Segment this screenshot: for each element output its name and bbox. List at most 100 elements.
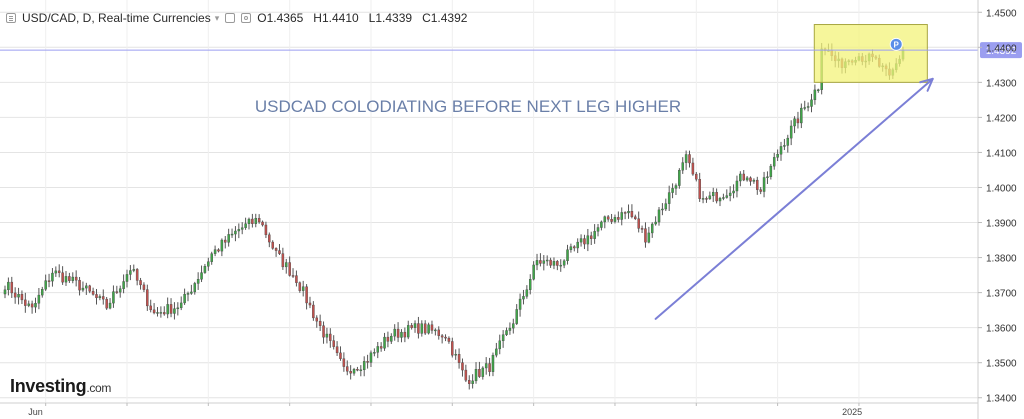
candle-down [332, 340, 335, 347]
candle-up [566, 249, 569, 262]
candle-down [342, 358, 346, 367]
candle-down [549, 259, 552, 266]
candle-down [396, 328, 400, 338]
candle-down [278, 250, 281, 254]
candle-down [139, 280, 142, 286]
price-tick-label: 1.3700 [986, 289, 1017, 300]
candle-down [478, 369, 481, 377]
settings-icon[interactable] [225, 13, 236, 23]
ohlc-high: H1.4410 [313, 11, 359, 25]
candle-down [461, 362, 464, 371]
candle-up [376, 346, 380, 353]
candle-down [261, 221, 264, 226]
price-tick-label: 1.3500 [986, 359, 1017, 370]
candle-up [108, 302, 112, 309]
candle-down [589, 235, 593, 239]
candle-up [681, 162, 684, 171]
chevron-down-icon[interactable]: ▾ [214, 12, 220, 23]
candle-up [776, 154, 779, 158]
candle-down [335, 346, 339, 354]
candle-down [759, 189, 762, 192]
menu-icon[interactable] [6, 13, 16, 23]
candle-down [115, 291, 119, 293]
candle-up [803, 107, 806, 109]
candle-up [196, 279, 200, 284]
candle-down [430, 324, 434, 331]
candle-up [708, 195, 712, 199]
candle-up [247, 218, 251, 224]
candle-up [559, 264, 562, 267]
price-axis[interactable]: 1.4500 1.4400 1.4300 1.4200 1.4100 1.4000 1.39… [977, 0, 1017, 419]
candle-up [7, 281, 10, 291]
candle-up [41, 289, 44, 296]
candle-down [291, 275, 295, 277]
candle-down [268, 234, 271, 243]
candle-up [491, 354, 495, 372]
candle-up [125, 274, 129, 282]
candle-down [30, 303, 34, 308]
candle-up [674, 185, 678, 189]
candle-down [329, 333, 332, 341]
candle-up [664, 203, 668, 210]
time-axis[interactable]: Jun 2025 [0, 402, 978, 417]
candle-up [657, 209, 661, 223]
candle-up [207, 261, 210, 267]
candle-down [556, 261, 559, 266]
price-tick-label: 1.4300 [986, 78, 1017, 89]
candle-up [244, 223, 247, 228]
candle-up [576, 241, 579, 249]
candle-down [423, 323, 427, 334]
candles [3, 42, 905, 390]
candle-up [711, 192, 715, 197]
candle-down [742, 173, 745, 181]
candle-down [288, 262, 291, 276]
candle-up [118, 288, 122, 293]
candle-up [779, 146, 783, 155]
chart-header: USD/CAD, D, Real-time Currencies ▾ O1.43… [6, 10, 471, 26]
logo-suffix: .com [86, 381, 112, 395]
candle-up [806, 106, 810, 108]
candle-down [271, 241, 274, 249]
candle-up [179, 302, 183, 309]
candle-down [146, 289, 149, 307]
price-tick-label: 1.3400 [986, 394, 1017, 405]
candle-up [722, 197, 725, 199]
price-tick-label: 1.3800 [986, 254, 1017, 265]
candle-up [132, 269, 136, 271]
candle-up [667, 192, 671, 204]
candle-up [772, 157, 776, 167]
candle-down [305, 286, 308, 304]
candle-down [61, 272, 64, 283]
grid-lines [0, 0, 978, 403]
trend-arrow-head[interactable] [919, 77, 934, 92]
candle-up [98, 296, 102, 299]
candle-up [495, 348, 498, 356]
chart-annotation: USDCAD COLODIATING BEFORE NEXT LEG HIGHE… [255, 97, 681, 116]
consolidation-box[interactable] [813, 24, 928, 83]
candle-down [281, 253, 285, 268]
candle-up [407, 325, 410, 338]
symbol-title[interactable]: USD/CAD, D, Real-time Currencies [22, 11, 211, 25]
candle-up [620, 212, 623, 220]
candle-up [562, 260, 566, 266]
candle-up [359, 369, 363, 372]
candle-down [163, 312, 166, 315]
candle-up [112, 291, 115, 304]
candle-up [661, 208, 664, 211]
candle-up [383, 336, 386, 349]
trend-arrow-shaft[interactable] [654, 77, 934, 320]
candle-up [166, 304, 169, 315]
candle-up [593, 231, 596, 239]
visibility-icon[interactable] [241, 13, 252, 23]
candle-down [539, 260, 542, 264]
price-tick-label: 1.4500 [986, 8, 1017, 19]
pivot-marker-icon[interactable] [889, 37, 903, 51]
candle-up [200, 272, 203, 280]
candle-down [379, 346, 383, 349]
candle-up [37, 294, 41, 304]
candle-up [786, 137, 790, 146]
candle-down [295, 275, 298, 283]
candle-up [569, 246, 573, 250]
candle-up [650, 223, 654, 234]
